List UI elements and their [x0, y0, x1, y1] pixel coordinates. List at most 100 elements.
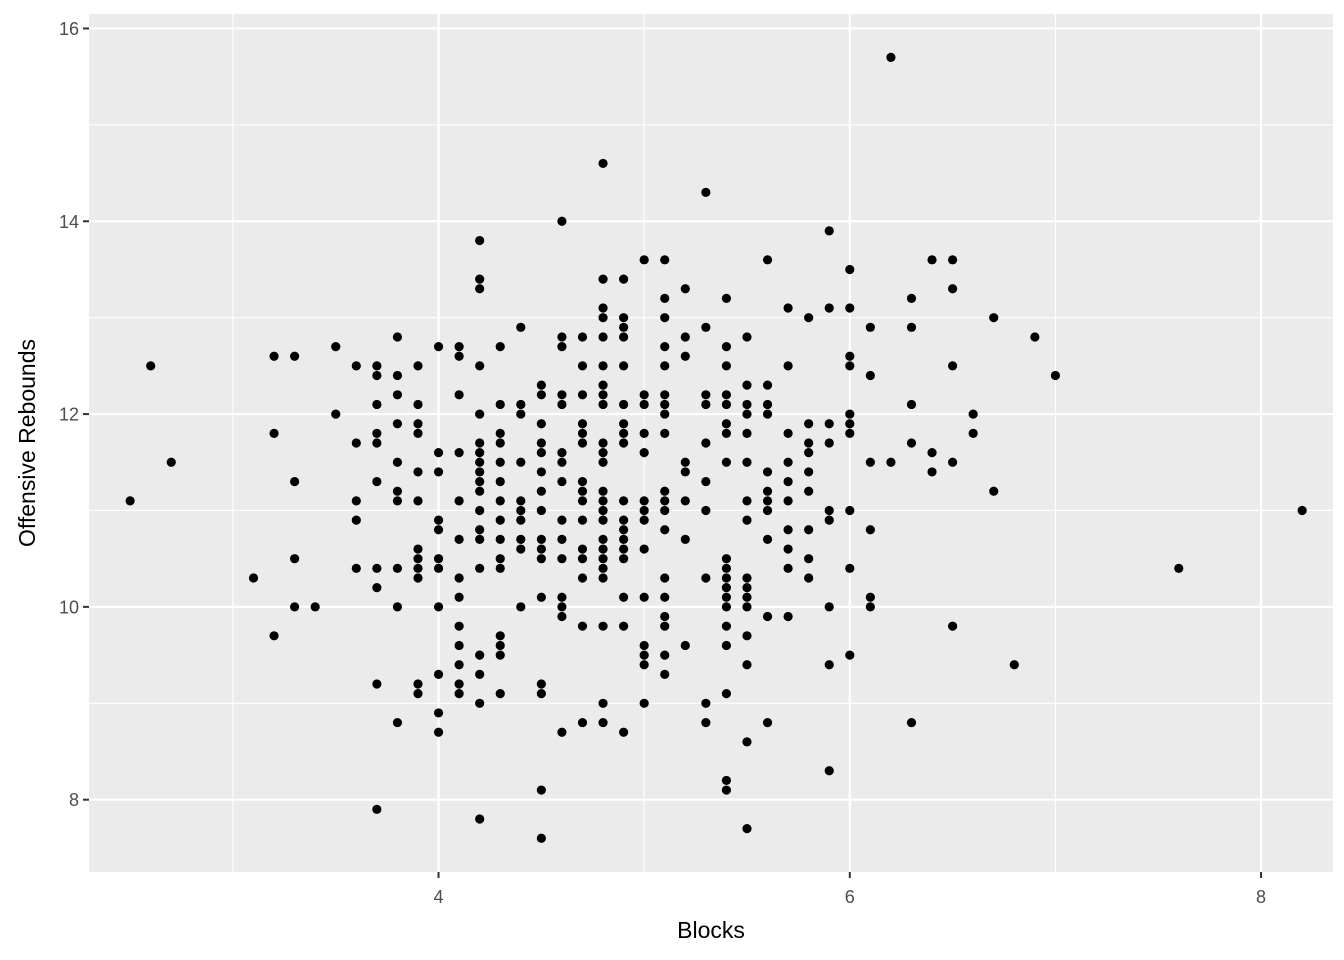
data-point — [824, 419, 834, 429]
data-point — [927, 255, 937, 265]
data-point — [290, 554, 300, 564]
data-point — [701, 573, 711, 583]
data-point — [413, 467, 423, 477]
data-point — [742, 457, 752, 467]
data-point — [906, 399, 917, 410]
data-point — [372, 563, 382, 573]
data-point — [433, 467, 444, 477]
data-point — [660, 611, 670, 622]
data-point — [639, 448, 649, 458]
data-point — [619, 428, 629, 438]
data-point — [783, 428, 793, 438]
data-point — [495, 554, 505, 564]
data-point — [577, 621, 588, 631]
data-point — [475, 534, 485, 545]
data-point — [351, 361, 361, 371]
data-point — [516, 544, 526, 554]
data-point — [598, 554, 608, 564]
data-point — [660, 390, 670, 400]
data-point — [721, 573, 732, 583]
data-point — [721, 419, 732, 429]
data-point — [824, 303, 834, 313]
data-point — [577, 544, 588, 554]
data-point — [619, 322, 629, 332]
data-point — [680, 534, 690, 545]
data-point — [619, 361, 629, 371]
data-point — [721, 621, 732, 631]
data-point — [783, 496, 793, 506]
data-point — [619, 534, 629, 545]
data-point — [475, 476, 485, 487]
data-point — [392, 563, 403, 573]
data-point — [845, 264, 855, 275]
data-point — [886, 457, 896, 467]
data-point — [331, 341, 341, 352]
data-point — [495, 631, 505, 641]
data-point — [639, 399, 649, 410]
data-point — [619, 419, 629, 429]
data-point — [372, 679, 382, 689]
data-point — [598, 274, 608, 284]
data-point — [968, 428, 978, 438]
data-point — [721, 457, 732, 467]
data-point — [392, 370, 403, 381]
data-point — [721, 640, 732, 651]
data-point — [639, 428, 649, 438]
data-point — [886, 52, 896, 62]
data-point — [598, 457, 608, 467]
data-point — [557, 476, 567, 487]
data-point — [557, 399, 567, 410]
data-point — [762, 486, 773, 496]
data-point — [577, 428, 588, 438]
data-point — [906, 438, 917, 448]
data-point — [557, 515, 567, 525]
data-point — [557, 216, 567, 226]
data-point — [475, 563, 485, 573]
data-point — [516, 409, 526, 419]
data-point — [680, 496, 690, 506]
data-point — [454, 621, 464, 631]
data-point — [783, 611, 793, 622]
data-point — [721, 775, 732, 786]
data-point — [906, 293, 917, 303]
x-axis-title: Blocks — [677, 917, 745, 943]
data-point — [742, 515, 752, 525]
data-point — [660, 409, 670, 419]
data-point — [906, 717, 917, 728]
data-point — [619, 313, 629, 323]
data-point — [742, 602, 752, 612]
y-tick-label: 14 — [59, 212, 79, 232]
data-point — [433, 727, 444, 737]
data-point — [948, 284, 958, 294]
data-point — [865, 457, 875, 467]
data-point — [598, 515, 608, 525]
data-point — [536, 534, 546, 545]
data-point — [516, 399, 526, 410]
data-point — [290, 351, 300, 361]
data-point — [495, 534, 505, 545]
data-point — [639, 255, 649, 265]
data-point — [721, 563, 732, 573]
data-point — [372, 428, 382, 438]
data-point — [495, 399, 505, 410]
data-point — [660, 505, 670, 516]
data-point — [454, 341, 464, 352]
data-points — [125, 52, 1307, 843]
data-point — [783, 361, 793, 371]
data-point — [577, 332, 588, 342]
data-point — [495, 438, 505, 448]
data-point — [413, 554, 423, 564]
data-point — [865, 322, 875, 332]
data-point — [701, 717, 711, 728]
minor-gridlines — [89, 14, 1333, 872]
data-point — [721, 428, 732, 438]
data-point — [475, 235, 485, 246]
data-point — [392, 332, 403, 342]
data-point — [495, 563, 505, 573]
data-point — [783, 544, 793, 554]
data-point — [660, 496, 670, 506]
data-point — [516, 534, 526, 545]
data-point — [742, 332, 752, 342]
data-point — [392, 457, 403, 467]
